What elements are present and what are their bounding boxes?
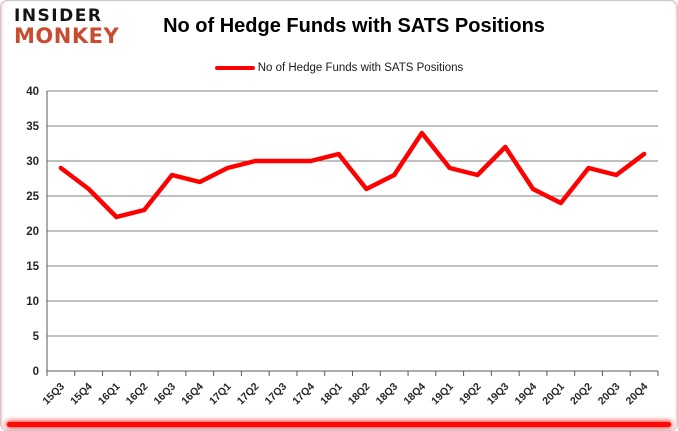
y-tick-label: 10 — [26, 296, 39, 308]
y-tick-label: 15 — [26, 261, 39, 273]
logo-line-monkey: MONKEY — [14, 24, 120, 48]
y-tick-label: 20 — [26, 226, 39, 238]
legend-line-swatch-icon — [214, 66, 255, 70]
x-tick-label: 16Q2 — [124, 381, 151, 408]
x-tick-label: 18Q1 — [318, 381, 345, 408]
legend-label: No of Hedge Funds with SATS Positions — [257, 62, 464, 74]
y-tick-label: 40 — [26, 86, 39, 98]
x-tick-label: 17Q3 — [263, 381, 290, 408]
y-tick-label: 35 — [26, 121, 39, 133]
x-tick-label: 16Q4 — [179, 381, 206, 408]
x-tick-label: 18Q4 — [401, 381, 428, 408]
y-tick-label: 0 — [33, 366, 39, 378]
x-tick-label: 20Q1 — [540, 381, 567, 408]
x-tick-label: 17Q2 — [235, 381, 262, 408]
line-chart: 0 5 10 15 20 25 30 35 40 15Q3 15Q4 16Q1 16Q2 16Q3 16Q4… — [26, 86, 659, 408]
legend: No of Hedge Funds with SATS Positions — [1, 62, 677, 74]
x-tick-label: 20Q4 — [624, 381, 651, 408]
x-tick-label: 18Q3 — [374, 381, 401, 408]
x-tick-label: 19Q3 — [485, 381, 512, 408]
y-tick-label: 5 — [33, 331, 40, 343]
x-tick-label: 16Q1 — [96, 381, 123, 408]
x-tick-label: 18Q2 — [346, 381, 373, 408]
x-tick-label: 19Q2 — [457, 381, 484, 408]
x-tick-label: 20Q3 — [596, 381, 623, 408]
x-tick-label: 16Q3 — [151, 381, 178, 408]
x-tick-label: 19Q4 — [512, 381, 539, 408]
chart-title: No of Hedge Funds with SATS Positions — [163, 15, 545, 37]
red-bottom-bar — [7, 422, 671, 427]
insider-monkey-logo: INSIDER MONKEY — [14, 8, 119, 47]
y-tick-label: 25 — [26, 191, 39, 203]
series-line — [58, 130, 647, 220]
x-tick-label: 15Q4 — [68, 381, 95, 408]
x-tick-label: 15Q3 — [40, 381, 67, 408]
x-tick-label: 17Q1 — [207, 381, 234, 408]
logo-line-insider: INSIDER — [14, 6, 103, 26]
x-tick-label: 17Q4 — [290, 381, 317, 408]
y-tick-label: 30 — [26, 156, 39, 168]
x-tick-label: 19Q1 — [429, 381, 456, 408]
x-tick-label: 20Q2 — [568, 381, 595, 408]
